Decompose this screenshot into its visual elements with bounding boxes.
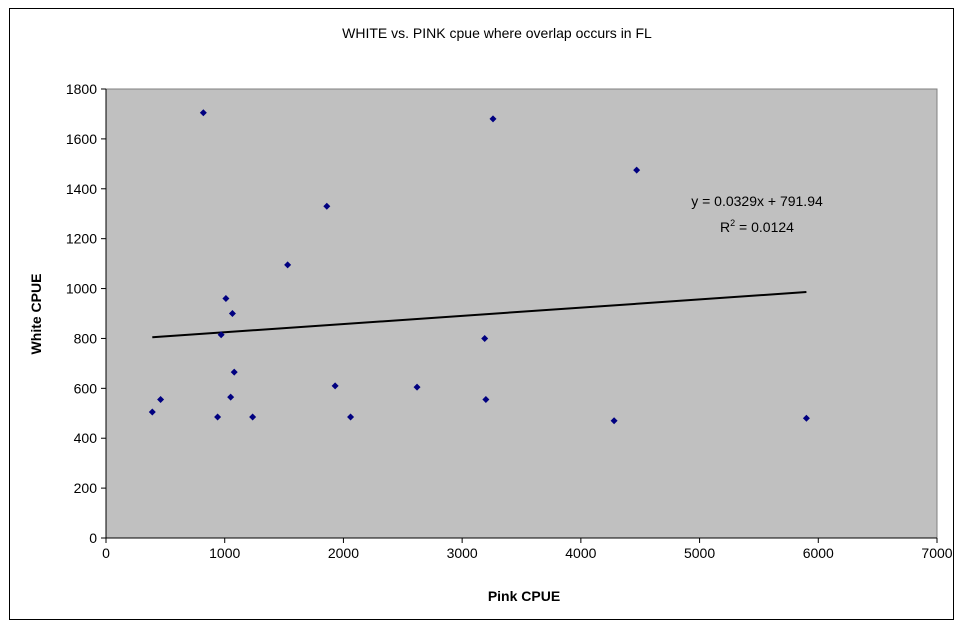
y-tick-label: 200 <box>74 480 98 496</box>
r2-value: = 0.0124 <box>735 219 794 235</box>
data-point <box>228 310 236 317</box>
data-point <box>227 393 235 401</box>
trendline-r2: R2 = 0.0124 <box>720 218 794 235</box>
data-point <box>148 408 156 416</box>
data-point <box>222 295 230 303</box>
axes: 0 200 400 600 800 1000 1200 1400 1600 1800 0 1000 20… <box>66 81 953 561</box>
y-tick-label: 800 <box>74 330 98 346</box>
data-point <box>214 413 222 421</box>
y-tick-label: 400 <box>74 430 98 446</box>
y-tick-label: 1800 <box>66 81 97 97</box>
plot-area <box>105 88 938 539</box>
data-points <box>148 109 810 425</box>
data-point <box>331 382 339 390</box>
trendline-group <box>152 291 807 339</box>
data-point <box>802 414 810 422</box>
y-tick-label: 1400 <box>66 181 97 197</box>
x-axis-title: Pink CPUE <box>488 588 560 604</box>
x-tick-label: 7000 <box>921 545 952 561</box>
y-tick-label: 1600 <box>66 131 97 147</box>
x-tick-label: 2000 <box>328 545 359 561</box>
x-tick-label: 6000 <box>803 545 834 561</box>
data-point <box>323 202 331 210</box>
y-axis-title: White CPUE <box>28 274 44 355</box>
data-point <box>610 417 618 425</box>
x-tick-label: 3000 <box>447 545 478 561</box>
data-point <box>489 115 497 123</box>
y-tick-label: 1000 <box>66 281 97 297</box>
data-point <box>481 334 489 342</box>
data-point <box>249 413 257 421</box>
r2-prefix: R <box>720 219 730 235</box>
trendline-equation: y = 0.0329x + 791.94 <box>691 193 823 209</box>
data-point <box>230 368 238 376</box>
r2-superscript: 2 <box>730 218 735 228</box>
data-point <box>482 396 490 404</box>
y-tick-label: 0 <box>89 530 97 546</box>
data-point <box>157 396 165 404</box>
x-tick-label: 4000 <box>565 545 596 561</box>
chart-title: WHITE vs. PINK cpue where overlap occurs… <box>342 25 652 41</box>
y-tick-label: 1200 <box>66 231 97 247</box>
x-tick-label: 0 <box>102 545 110 561</box>
data-point <box>633 166 641 174</box>
trendline <box>152 291 807 339</box>
data-point <box>199 109 207 117</box>
data-point <box>284 261 292 269</box>
data-point <box>217 331 225 339</box>
y-tick-label: 600 <box>74 380 98 396</box>
data-point <box>347 413 355 421</box>
x-tick-label: 1000 <box>209 545 240 561</box>
x-tick-label: 5000 <box>684 545 715 561</box>
data-point <box>413 383 421 391</box>
